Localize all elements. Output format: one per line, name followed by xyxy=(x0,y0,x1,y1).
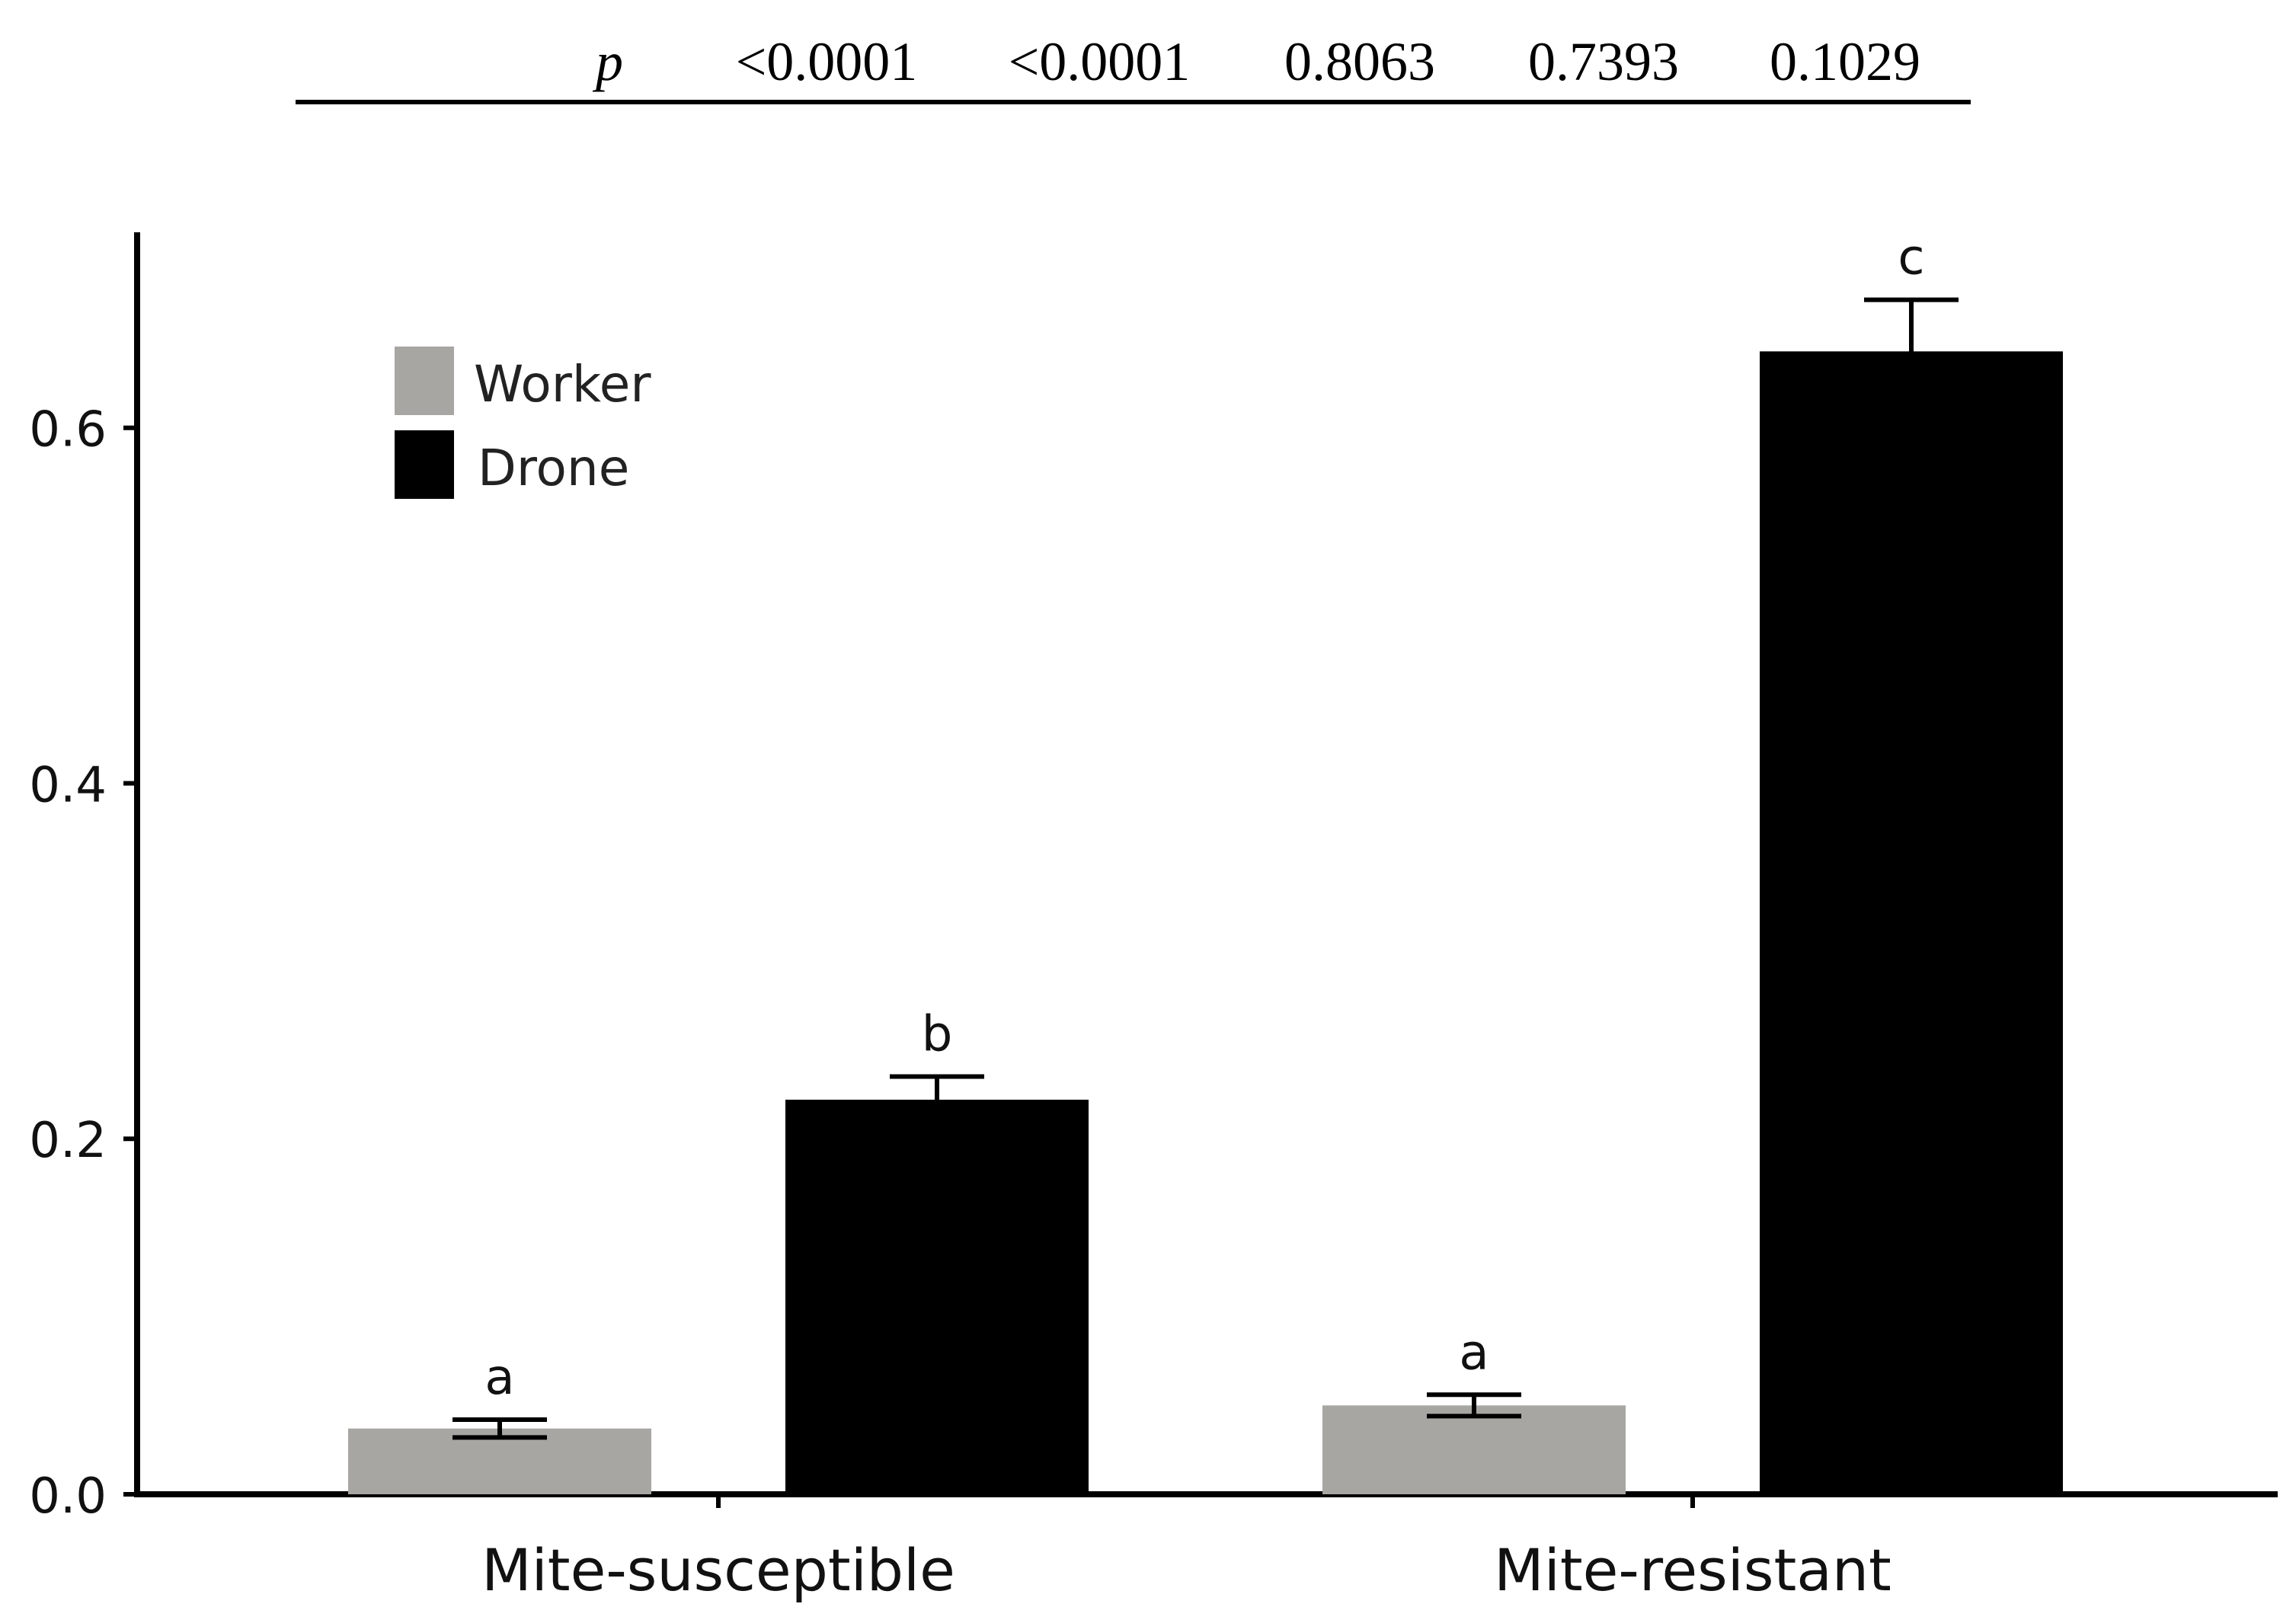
p-value: <0.0001 xyxy=(736,31,918,92)
legend-swatch-worker xyxy=(395,347,454,415)
p-value-table: p <0.0001 <0.0001 0.8063 0.7393 0.1029 xyxy=(296,31,1971,104)
y-tick-label: 0.6 xyxy=(29,402,107,458)
x-tick-label: Mite-resistant xyxy=(1494,1536,1891,1604)
p-value: <0.0001 xyxy=(1009,31,1191,92)
significance-letter: c xyxy=(1898,230,1924,286)
significance-letter: a xyxy=(484,1350,514,1406)
legend-label-worker: Worker xyxy=(474,355,651,414)
legend-swatch-drone xyxy=(395,430,454,499)
y-tick-label: 0.4 xyxy=(29,757,107,813)
p-value-label: p xyxy=(592,31,623,92)
p-value: 0.1029 xyxy=(1770,31,1920,92)
p-value: 0.8063 xyxy=(1284,31,1435,92)
p-value: 0.7393 xyxy=(1528,31,1679,92)
bar-worker xyxy=(1322,1405,1626,1494)
y-tick-label: 0.2 xyxy=(29,1113,107,1169)
y-tick-label: 0.0 xyxy=(29,1468,107,1525)
bar-drone xyxy=(1760,351,2063,1495)
significance-letter: a xyxy=(1459,1324,1489,1381)
legend-label-drone: Drone xyxy=(478,439,629,497)
significance-letter: b xyxy=(922,1007,953,1063)
x-tick-label: Mite-susceptible xyxy=(481,1536,955,1604)
legend: Worker Drone xyxy=(395,347,651,499)
bar-drone xyxy=(785,1099,1089,1494)
